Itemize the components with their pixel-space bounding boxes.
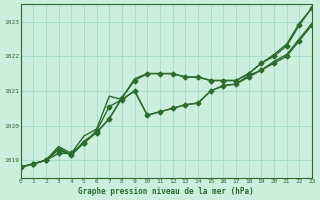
X-axis label: Graphe pression niveau de la mer (hPa): Graphe pression niveau de la mer (hPa) (78, 187, 254, 196)
